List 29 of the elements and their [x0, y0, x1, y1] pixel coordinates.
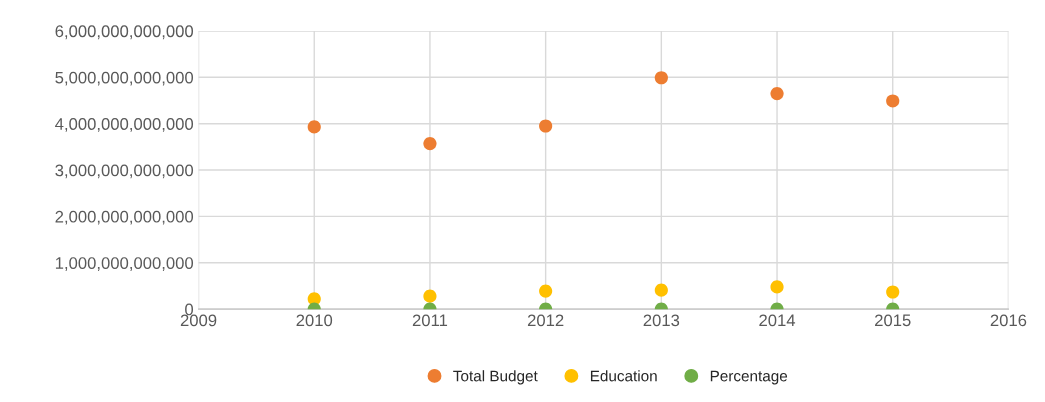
point [654, 71, 668, 85]
x-tick-label: 2014 [759, 314, 796, 327]
y-tick-label: 4,000,000,000,000 [55, 118, 194, 132]
point [423, 289, 437, 303]
point [770, 86, 784, 101]
point [423, 137, 437, 151]
point [770, 280, 784, 294]
point [654, 283, 668, 297]
x-tick-label: 2015 [875, 314, 911, 327]
y-tick-label: 6,000,000,000,000 [55, 25, 194, 40]
x-tick-label: 2012 [527, 314, 564, 327]
x-tick-label: 2011 [412, 314, 448, 327]
point [539, 119, 553, 133]
x-tick-label: 2009 [180, 314, 217, 327]
y-tick-label: 1,000,000,000,000 [55, 257, 194, 271]
x-tick-label: 2010 [296, 314, 333, 327]
point [886, 285, 900, 299]
legend-label: Percentage [710, 370, 788, 385]
y-tick-label: 0 [185, 303, 194, 316]
legend-label: Total Budget [453, 370, 538, 385]
legend-label: Education [590, 370, 657, 382]
y-tick-label: 3,000,000,000,000 [55, 164, 194, 179]
x-tick-label: 2016 [990, 314, 1027, 327]
y-tick-label: 5,000,000,000,000 [55, 71, 194, 86]
x-tick-label: 2013 [643, 314, 680, 327]
y-tick-label: 2,000,000,000,000 [55, 210, 194, 225]
point [539, 284, 553, 298]
point [886, 94, 900, 108]
point [307, 120, 321, 134]
